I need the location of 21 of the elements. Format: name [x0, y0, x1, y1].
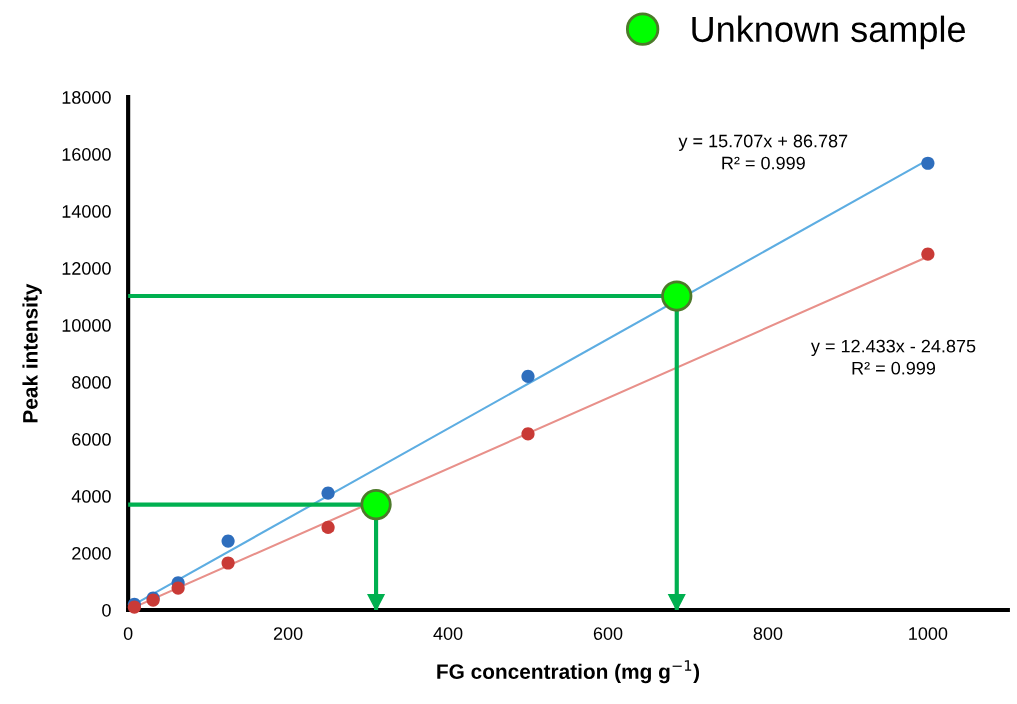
- x-axis-title: FG concentration (mg g$^{−1}$): [437, 660, 700, 684]
- legend-label: Unknown sample: [692, 15, 965, 50]
- x-tick-label: 400: [433, 627, 463, 640]
- y-axis-title: Peak intensity: [22, 283, 42, 423]
- annotation: y = 15.707x + 86.787 R² = 0.999: [678, 134, 848, 170]
- y-tick-label: 6000: [72, 433, 111, 446]
- y-tick-label: 2000: [72, 546, 111, 560]
- y-tick-label: 16000: [62, 148, 111, 161]
- annotation: y = 12.433x - 24.875 R² = 0.999: [810, 339, 976, 375]
- y-tick-label: 18000: [62, 91, 111, 104]
- y-tick-label: 14000: [62, 205, 111, 218]
- y-tick-label: 0: [102, 603, 111, 617]
- x-tick-label: 800: [753, 627, 783, 640]
- y-tick-label: 8000: [72, 376, 111, 389]
- y-tick-label: 10000: [62, 319, 111, 332]
- x-tick-label: 200: [273, 627, 303, 640]
- x-tick-label: 1000: [909, 627, 948, 640]
- y-tick-label: 4000: [71, 489, 111, 503]
- x-tick-label: 600: [593, 627, 623, 640]
- x-tick-label: 0: [123, 627, 133, 640]
- y-tick-label: 12000: [62, 262, 111, 275]
